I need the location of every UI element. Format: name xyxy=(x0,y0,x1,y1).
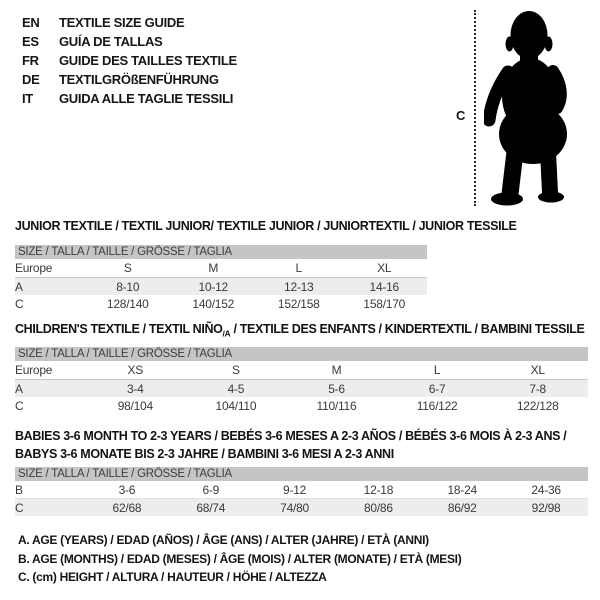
row-label: C xyxy=(15,296,24,311)
height-value: 140/152 xyxy=(192,296,235,311)
guide-title-en: TEXTILE SIZE GUIDE xyxy=(59,15,185,30)
language-code: DE xyxy=(22,72,40,87)
age-value: 8-10 xyxy=(85,277,171,295)
height-value: 92/98 xyxy=(504,498,588,516)
age-value: 12-18 xyxy=(336,481,421,499)
legend: A. AGE (YEARS) / EDAD (AÑOS) / ÂGE (ANS)… xyxy=(18,531,462,587)
language-code: EN xyxy=(22,15,40,30)
babies-heading-line2: BABYS 3-6 MONATE BIS 2-3 JAHRE / BAMBINI… xyxy=(15,447,394,461)
language-code: FR xyxy=(22,53,39,68)
age-value: 6-7 xyxy=(386,379,488,397)
height-dotted-line xyxy=(474,10,476,206)
children-size-table: SIZE / TALLA / TAILLE / GRÖSSE / TAGLIA … xyxy=(15,347,588,414)
size-bar-label: SIZE / TALLA / TAILLE / GRÖSSE / TAGLIA xyxy=(15,347,588,361)
height-value: 122/128 xyxy=(516,398,559,413)
junior-columns-row: Europe S M L XL xyxy=(15,259,427,278)
language-row-de: DE TEXTILGRÖßENFÜHRUNG xyxy=(22,70,237,89)
age-value: 18-24 xyxy=(420,481,505,499)
babies-size-bar: SIZE / TALLA / TAILLE / GRÖSSE / TAGLIA xyxy=(15,467,588,481)
children-size-bar: SIZE / TALLA / TAILLE / GRÖSSE / TAGLIA xyxy=(15,347,588,361)
junior-size-table: SIZE / TALLA / TAILLE / GRÖSSE / TAGLIA … xyxy=(15,245,427,312)
height-value: 86/92 xyxy=(420,498,505,516)
language-row-fr: FR GUIDE DES TAILLES TEXTILE xyxy=(22,51,237,70)
row-label: A xyxy=(15,379,85,397)
language-row-en: EN TEXTILE SIZE GUIDE xyxy=(22,13,237,32)
junior-height-row: C 128/140 140/152 152/158 158/170 xyxy=(15,295,427,312)
babies-section-heading: BABIES 3-6 MONTH TO 2-3 YEARS / BEBÉS 3-… xyxy=(15,427,567,463)
size-col-header: M xyxy=(286,361,387,380)
height-value: 158/170 xyxy=(363,296,406,311)
row-label: A xyxy=(15,277,85,295)
age-value: 14-16 xyxy=(341,277,427,295)
junior-size-bar: SIZE / TALLA / TAILLE / GRÖSSE / TAGLIA xyxy=(15,245,427,259)
height-value: 80/86 xyxy=(336,498,421,516)
language-code: IT xyxy=(22,91,33,106)
size-bar-label: SIZE / TALLA / TAILLE / GRÖSSE / TAGLIA xyxy=(15,245,427,259)
height-value: 152/158 xyxy=(277,296,320,311)
height-measure-label: C xyxy=(456,108,466,123)
legend-line-c: C. (cm) HEIGHT / ALTURA / HAUTEUR / HÖHE… xyxy=(18,570,327,584)
age-value: 5-6 xyxy=(286,379,387,397)
children-heading-part2: / TEXTILE DES ENFANTS / KINDERTEXTIL / B… xyxy=(230,322,585,336)
height-value: 110/116 xyxy=(316,398,357,413)
junior-age-row: A 8-10 10-12 12-13 14-16 xyxy=(15,277,427,295)
children-heading-part1: CHILDREN'S TEXTILE / TEXTIL NIÑO xyxy=(15,322,223,336)
guide-title-fr: GUIDE DES TAILLES TEXTILE xyxy=(59,53,237,68)
age-value: 10-12 xyxy=(170,277,256,295)
height-value: 68/74 xyxy=(168,498,253,516)
babies-size-table: SIZE / TALLA / TAILLE / GRÖSSE / TAGLIA … xyxy=(15,467,588,516)
age-value: 7-8 xyxy=(487,379,588,397)
size-col-header: M xyxy=(170,259,256,278)
height-value: 104/110 xyxy=(215,398,257,413)
language-row-it: IT GUIDA ALLE TAGLIE TESSILI xyxy=(22,89,237,108)
babies-height-row: C 62/68 68/74 74/80 80/86 86/92 92/98 xyxy=(15,498,588,516)
age-value: 3-6 xyxy=(85,481,169,499)
children-age-row: A 3-4 4-5 5-6 6-7 7-8 xyxy=(15,379,588,397)
guide-title-es: GUÍA DE TALLAS xyxy=(59,34,163,49)
children-heading-sub: /A xyxy=(222,328,231,339)
age-value: 3-4 xyxy=(85,379,186,397)
height-value: 116/122 xyxy=(416,398,458,413)
row-label: C xyxy=(15,398,24,413)
baby-silhouette-icon xyxy=(484,11,567,206)
legend-line-b: B. AGE (MONTHS) / EDAD (MESES) / ÂGE (MO… xyxy=(18,551,462,566)
language-code: ES xyxy=(22,34,39,49)
age-value: 24-36 xyxy=(504,481,588,499)
region-label: Europe xyxy=(15,259,85,278)
age-value: 9-12 xyxy=(252,481,337,499)
size-col-header: XL xyxy=(487,361,588,380)
children-section-heading: CHILDREN'S TEXTILE / TEXTIL NIÑO/A / TEX… xyxy=(15,322,585,339)
babies-heading-line1: BABIES 3-6 MONTH TO 2-3 YEARS / BEBÉS 3-… xyxy=(15,429,567,443)
children-height-row: C 98/104 104/110 110/116 116/122 122/128 xyxy=(15,397,588,414)
junior-section-heading: JUNIOR TEXTILE / TEXTIL JUNIOR/ TEXTILE … xyxy=(15,219,517,233)
height-value: 62/68 xyxy=(85,498,169,516)
age-value: 12-13 xyxy=(256,277,342,295)
age-value: 4-5 xyxy=(185,379,287,397)
row-label: C xyxy=(15,498,85,516)
height-measure-figure: C xyxy=(450,8,598,210)
height-value: 98/104 xyxy=(117,398,153,413)
size-col-header: XS xyxy=(85,361,186,380)
size-col-header: S xyxy=(185,361,287,380)
size-col-header: L xyxy=(256,259,342,278)
height-value: 74/80 xyxy=(252,498,337,516)
language-title-list: EN TEXTILE SIZE GUIDE ES GUÍA DE TALLAS … xyxy=(22,13,237,108)
size-col-header: S xyxy=(85,259,171,278)
language-row-es: ES GUÍA DE TALLAS xyxy=(22,32,237,51)
size-col-header: L xyxy=(386,361,488,380)
size-bar-label: SIZE / TALLA / TAILLE / GRÖSSE / TAGLIA xyxy=(15,467,588,481)
guide-title-de: TEXTILGRÖßENFÜHRUNG xyxy=(59,72,219,87)
children-columns-row: Europe XS S M L XL xyxy=(15,361,588,380)
size-col-header: XL xyxy=(341,259,427,278)
guide-title-it: GUIDA ALLE TAGLIE TESSILI xyxy=(59,91,234,106)
legend-line-a: A. AGE (YEARS) / EDAD (AÑOS) / ÂGE (ANS)… xyxy=(18,533,429,547)
babies-age-row: B 3-6 6-9 9-12 12-18 18-24 24-36 xyxy=(15,481,588,499)
height-value: 128/140 xyxy=(106,296,149,311)
row-label: B xyxy=(15,481,85,499)
age-value: 6-9 xyxy=(168,481,253,499)
region-label: Europe xyxy=(15,361,85,380)
